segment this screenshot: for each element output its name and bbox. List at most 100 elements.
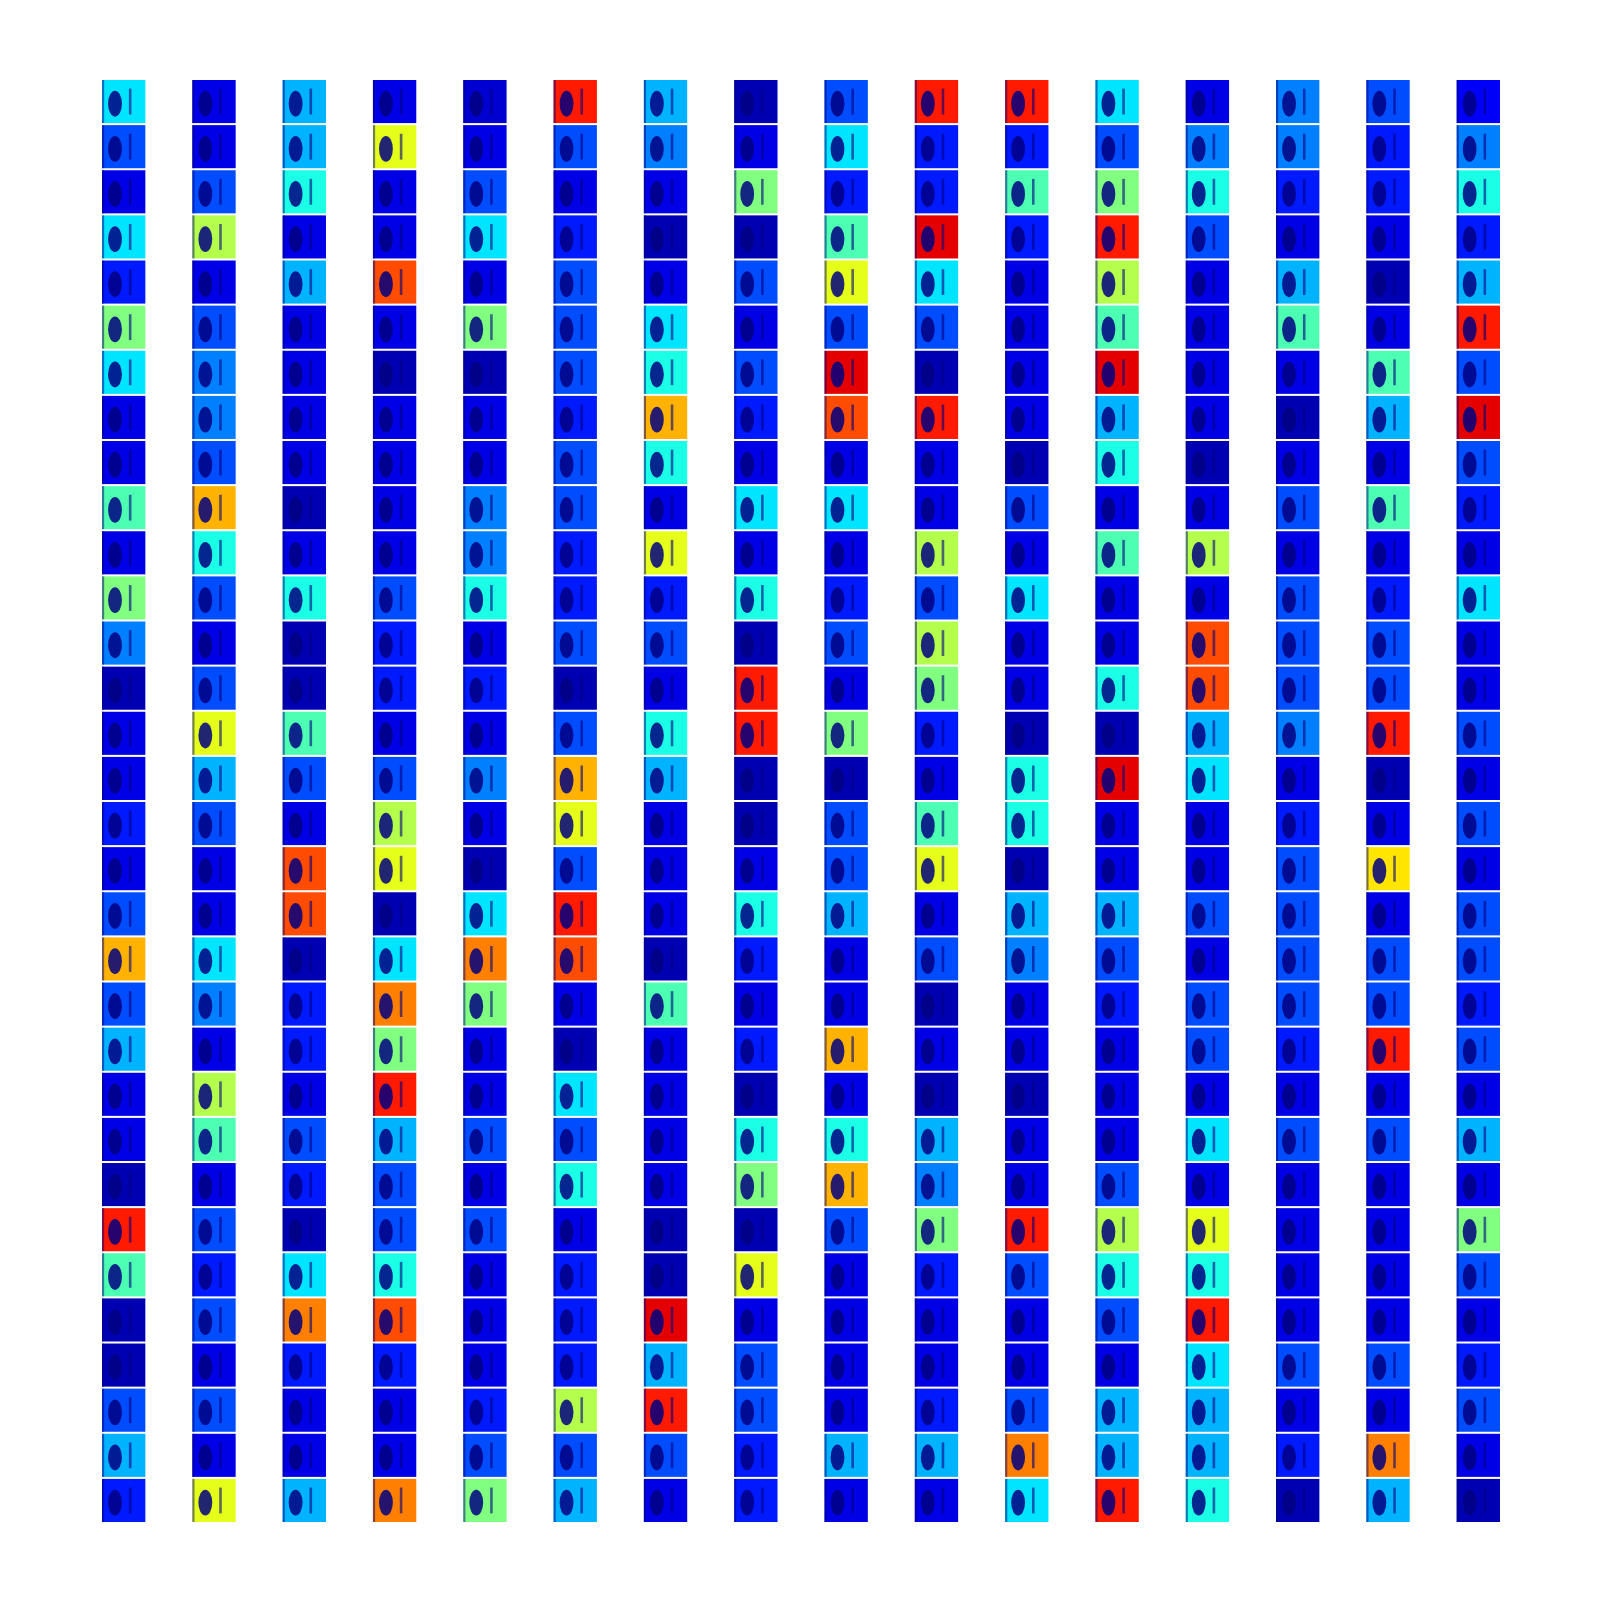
silhouette (1095, 1073, 1097, 1116)
panel (283, 531, 326, 574)
silhouette (824, 847, 826, 890)
panel (554, 622, 597, 665)
silhouette (942, 946, 945, 972)
heat-cell (283, 170, 326, 213)
silhouette (915, 1163, 917, 1206)
heat-cell (734, 441, 777, 484)
silhouette (1372, 1038, 1386, 1064)
silhouette (1032, 901, 1035, 927)
heat-cell (1276, 170, 1319, 213)
heat-cell (644, 667, 687, 710)
heat-cell (1005, 983, 1048, 1026)
silhouette (1005, 847, 1007, 890)
panel (463, 847, 506, 890)
panel (192, 576, 235, 619)
silhouette (650, 1129, 664, 1155)
silhouette (1276, 1118, 1278, 1161)
silhouette (734, 1073, 736, 1116)
heat-cell (734, 1028, 777, 1071)
panel (1276, 170, 1319, 213)
silhouette (1101, 181, 1115, 207)
silhouette (554, 1163, 556, 1206)
panel (1457, 80, 1500, 123)
silhouette (469, 632, 483, 658)
silhouette (129, 856, 132, 882)
panel (644, 1118, 687, 1161)
silhouette (1213, 1036, 1216, 1062)
panel (1276, 215, 1319, 258)
heat-cell (824, 486, 867, 529)
panel (192, 170, 235, 213)
silhouette (219, 630, 222, 656)
silhouette (490, 224, 493, 250)
silhouette (1101, 271, 1115, 297)
heat-cell (1457, 486, 1500, 529)
panel (102, 170, 145, 213)
silhouette (1463, 993, 1477, 1019)
silhouette (1186, 306, 1188, 349)
silhouette (1463, 226, 1477, 252)
silhouette (463, 667, 465, 710)
heat-cell (102, 306, 145, 349)
panel (1095, 306, 1138, 349)
silhouette (734, 622, 736, 665)
panel (554, 1163, 597, 1206)
silhouette (289, 362, 303, 388)
heat-cell (283, 1118, 326, 1161)
silhouette (102, 712, 104, 755)
heat-cell (102, 215, 145, 258)
heat-cell (734, 215, 777, 258)
panel (463, 170, 506, 213)
panel (283, 892, 326, 935)
silhouette (824, 486, 826, 529)
heat-cell (1366, 306, 1409, 349)
panel (102, 215, 145, 258)
silhouette (1032, 495, 1035, 521)
silhouette (1484, 811, 1487, 837)
silhouette (671, 1036, 674, 1062)
silhouette (1372, 903, 1386, 929)
silhouette (108, 362, 122, 388)
silhouette (219, 856, 222, 882)
heat-cell (373, 351, 416, 394)
heat-cell (1457, 983, 1500, 1026)
silhouette (1457, 892, 1459, 935)
silhouette (1186, 261, 1188, 304)
panel (824, 396, 867, 439)
silhouette (400, 269, 403, 295)
silhouette (671, 811, 674, 837)
heat-cell (1457, 351, 1500, 394)
heat-cell (1366, 712, 1409, 755)
silhouette (1011, 271, 1025, 297)
panel (915, 531, 958, 574)
silhouette (1393, 811, 1396, 837)
heat-cell (734, 170, 777, 213)
silhouette (1005, 170, 1007, 213)
silhouette (1366, 531, 1368, 574)
panel (102, 667, 145, 710)
panel (283, 576, 326, 619)
silhouette (671, 179, 674, 205)
silhouette (1213, 675, 1216, 701)
silhouette (379, 542, 393, 568)
silhouette (129, 630, 132, 656)
panel (1276, 306, 1319, 349)
silhouette (129, 224, 132, 250)
silhouette (1011, 1129, 1025, 1155)
heat-cell (915, 983, 958, 1026)
silhouette (469, 226, 483, 252)
silhouette (851, 495, 854, 521)
silhouette (1213, 630, 1216, 656)
silhouette (1463, 452, 1477, 478)
heat-cell (734, 351, 777, 394)
silhouette (379, 813, 393, 839)
silhouette (740, 271, 754, 297)
panel (1005, 396, 1048, 439)
silhouette (1192, 136, 1206, 162)
silhouette (650, 542, 664, 568)
silhouette (1005, 351, 1007, 394)
silhouette (740, 452, 754, 478)
silhouette (1303, 630, 1306, 656)
silhouette (289, 316, 303, 342)
silhouette (379, 1084, 393, 1110)
